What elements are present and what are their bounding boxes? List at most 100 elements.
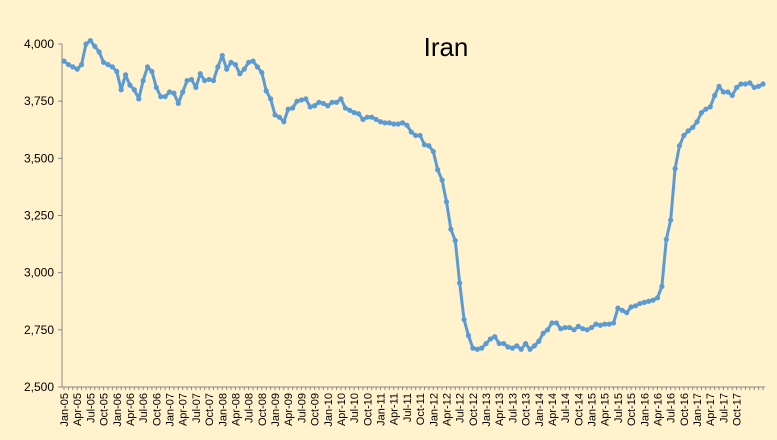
data-point: [430, 148, 436, 155]
x-tick-label: Apr-16: [652, 393, 664, 426]
data-point: [650, 297, 656, 303]
x-tick-label: Jan-06: [112, 393, 124, 427]
x-tick-label: Jul-09: [296, 393, 308, 423]
data-point: [210, 77, 217, 84]
data-point: [171, 90, 177, 96]
chart-title: Iran: [424, 32, 469, 62]
y-tick-label: 2,500: [24, 380, 54, 394]
data-point: [531, 343, 538, 349]
data-point: [61, 58, 67, 64]
data-point: [391, 121, 397, 127]
data-point: [716, 83, 722, 89]
data-point: [734, 84, 740, 91]
data-point: [83, 41, 89, 47]
data-point: [641, 299, 647, 305]
data-point: [303, 96, 309, 102]
x-tick-label: Jan-07: [165, 393, 177, 427]
data-point: [197, 71, 203, 77]
data-point: [408, 129, 414, 135]
data-point: [158, 93, 164, 100]
x-tick-label: Apr-10: [336, 393, 348, 426]
data-point: [747, 80, 753, 86]
data-point: [496, 340, 502, 347]
x-tick-label: Oct-13: [521, 393, 533, 426]
y-tick-label: 3,250: [24, 209, 54, 223]
x-tick-label: Apr-07: [178, 393, 190, 426]
data-point: [395, 121, 401, 127]
y-tick-label: 3,000: [24, 266, 54, 280]
x-tick-label: Oct-17: [732, 393, 744, 426]
x-tick-label: Oct-07: [204, 393, 216, 426]
x-tick-label: Oct-06: [151, 393, 163, 426]
x-tick-label: Oct-11: [415, 393, 427, 425]
data-point: [180, 89, 186, 95]
data-point: [514, 343, 520, 349]
x-tick-label: Jan-11: [376, 393, 388, 426]
data-point: [501, 340, 507, 347]
data-point: [87, 37, 93, 44]
x-tick-label: Jan-15: [587, 393, 599, 427]
data-point: [100, 59, 107, 65]
data-point: [435, 167, 441, 173]
data-point: [624, 310, 630, 316]
data-point: [78, 61, 85, 68]
data-point: [355, 111, 362, 117]
data-point: [681, 132, 687, 139]
data-point: [338, 96, 344, 102]
data-point: [597, 322, 603, 328]
data-point: [276, 114, 283, 120]
data-point: [426, 143, 432, 149]
data-point: [562, 324, 568, 331]
data-point: [153, 84, 159, 91]
data-point: [193, 84, 199, 91]
x-tick-label: Jul-06: [138, 393, 150, 423]
data-point: [756, 83, 762, 89]
y-tick-label: 2,750: [24, 323, 54, 337]
data-point: [610, 320, 617, 326]
data-point: [659, 283, 665, 289]
data-point: [443, 199, 450, 205]
data-point: [219, 52, 225, 59]
data-point: [540, 330, 546, 336]
data-point: [575, 323, 581, 329]
data-point: [457, 280, 463, 286]
data-point: [206, 76, 212, 83]
data-point: [122, 72, 129, 78]
data-point: [364, 114, 370, 120]
data-point: [413, 132, 419, 139]
data-point: [544, 327, 551, 333]
data-point: [751, 84, 757, 91]
x-tick-label: Oct-09: [310, 393, 322, 426]
x-tick-label: Jan-10: [323, 393, 335, 427]
x-tick-label: Jul-10: [349, 393, 361, 423]
data-point: [509, 345, 516, 351]
data-point: [738, 81, 744, 87]
data-point: [250, 58, 256, 64]
x-tick-label: Jul-13: [507, 393, 519, 423]
x-axis: Jan-05 Apr-05 Jul-05 Oct-05 Jan-06 Apr-06 Jul-…: [59, 386, 765, 427]
data-point: [685, 128, 691, 134]
data-point: [268, 96, 274, 102]
data-point: [584, 327, 590, 333]
x-tick-label: Apr-15: [600, 393, 612, 426]
data-point: [316, 99, 322, 105]
data-point: [105, 61, 111, 68]
data-point: [241, 66, 247, 72]
data-point: [646, 298, 652, 304]
data-point: [729, 92, 735, 99]
data-point: [118, 87, 124, 93]
data-point: [742, 81, 749, 87]
x-tick-label: Apr-17: [705, 393, 717, 426]
data-point: [333, 99, 340, 105]
data-point: [602, 321, 608, 327]
x-tick-label: Apr-06: [125, 393, 137, 426]
data-point: [307, 104, 313, 110]
data-point: [114, 68, 120, 75]
x-tick-label: Jul-12: [455, 393, 467, 423]
data-point: [342, 105, 348, 111]
data-point: [320, 100, 326, 107]
data-point: [70, 64, 76, 70]
plot-area: [61, 37, 766, 352]
x-tick-label: Jul-15: [613, 393, 625, 423]
data-point: [92, 43, 98, 49]
